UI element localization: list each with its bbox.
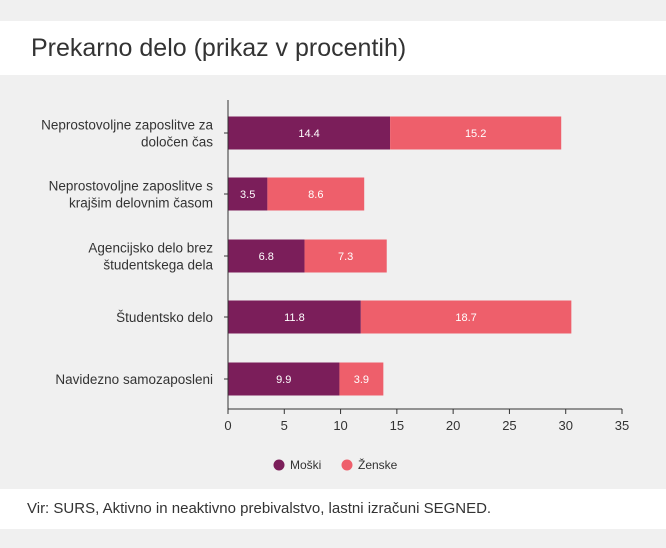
data-label: 3.9 (354, 374, 369, 386)
data-label: 7.3 (338, 251, 353, 263)
x-tick-label: 20 (446, 418, 460, 433)
data-label: 3.5 (240, 189, 255, 201)
x-tick-label: 25 (502, 418, 516, 433)
footer: Vir: SURS, Aktivno in neaktivno prebival… (0, 489, 666, 529)
bar-moski-2 (228, 239, 305, 273)
data-label: 14.4 (298, 128, 319, 140)
category-label: študentskega dela (103, 258, 213, 273)
stacked-bar-chart: 14.4 15.2 Neprostovoljne zaposlitve za dolo… (41, 100, 629, 472)
data-label: 8.6 (308, 189, 323, 201)
chart-area: 14.4 15.2 Neprostovoljne zaposlitve za dolo… (0, 75, 666, 489)
x-tick-label: 0 (224, 418, 231, 433)
bar-zenske-2 (304, 239, 387, 273)
category-label: Agencijsko delo brez (88, 241, 213, 256)
bar-moski-4 (228, 362, 340, 396)
bar-zenske-0 (390, 116, 562, 150)
data-label: 9.9 (276, 374, 291, 386)
category-label: krajšim delovnim časom (69, 196, 213, 211)
bar-zenske-1 (267, 177, 365, 211)
category-label: Navidezno samozaposleni (55, 372, 213, 387)
x-tick-label: 15 (390, 418, 404, 433)
category-label: Študentsko delo (116, 310, 213, 325)
bar-zenske-3 (360, 300, 572, 334)
x-tick-label: 35 (615, 418, 629, 433)
bar-moski-1 (228, 177, 268, 211)
x-tick-label: 10 (333, 418, 347, 433)
legend-label-moski: Moški (290, 458, 321, 472)
legend-marker-moski (273, 459, 285, 471)
bar-moski-0 (228, 116, 391, 150)
data-label: 15.2 (465, 128, 486, 140)
legend-label-zenske: Ženske (358, 457, 398, 472)
data-label: 18.7 (455, 312, 476, 324)
x-tick-label: 5 (281, 418, 288, 433)
category-label: Neprostovoljne zaposlitve za (41, 118, 213, 133)
source-note: Vir: SURS, Aktivno in neaktivno prebival… (27, 500, 492, 517)
category-label: Neprostovoljne zaposlitve s (49, 179, 214, 194)
x-tick-label: 30 (558, 418, 572, 433)
category-label: določen čas (141, 135, 213, 150)
bar-zenske-4 (339, 362, 384, 396)
bar-moski-3 (228, 300, 361, 334)
chart-title: Prekarno delo (prikaz v procentih) (31, 34, 407, 62)
legend-marker-zenske (341, 459, 353, 471)
data-label: 11.8 (284, 312, 305, 324)
title-bar: Prekarno delo (prikaz v procentih) (0, 21, 666, 75)
data-label: 6.8 (259, 251, 274, 263)
